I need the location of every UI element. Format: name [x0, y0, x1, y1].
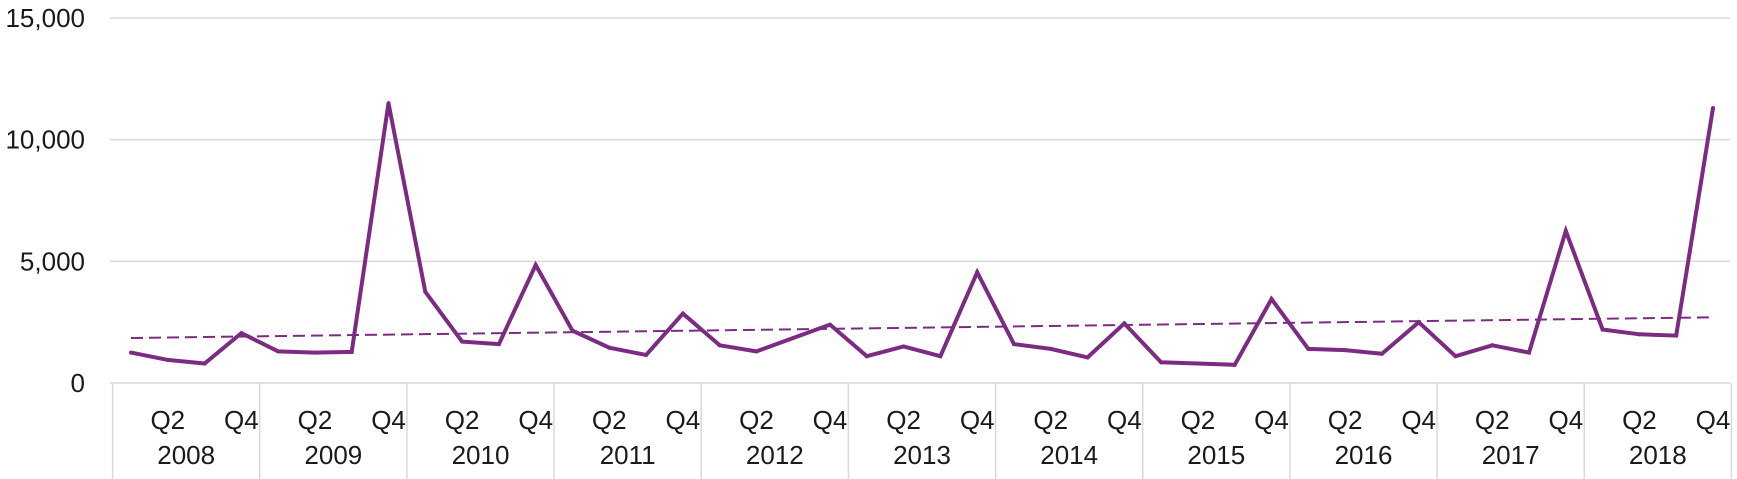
data-point — [1563, 228, 1568, 233]
data-point — [202, 361, 207, 366]
data-point — [1122, 321, 1127, 326]
quarter-label: Q4 — [1696, 405, 1731, 435]
data-point — [1600, 327, 1605, 332]
data-point — [1195, 361, 1200, 366]
series-group — [129, 101, 1715, 367]
data-point — [1232, 362, 1237, 367]
year-label: 2009 — [304, 440, 362, 470]
data-point — [1159, 360, 1164, 365]
trendline — [130, 316, 1714, 339]
x-axis: Q2 Q4 2008 Q2 Q4 2009 Q2 Q4 2010 Q2 Q4 2011 Q2 Q4 2012… — [111, 383, 1733, 479]
quarter-label: Q2 — [886, 405, 921, 435]
quarter-label: Q2 — [1181, 405, 1216, 435]
data-point — [1085, 355, 1090, 360]
data-point — [975, 270, 980, 275]
y-axis-ticks: 0 5,000 10,000 15,000 — [5, 3, 85, 398]
data-point — [386, 101, 391, 106]
data-point — [533, 262, 538, 267]
quarter-label: Q2 — [1475, 405, 1510, 435]
quarter-label: Q4 — [1107, 405, 1142, 435]
data-point — [1379, 351, 1384, 356]
data-point — [1711, 106, 1715, 111]
data-point — [1011, 342, 1016, 347]
quarter-label: Q4 — [666, 405, 701, 435]
data-point — [644, 353, 649, 358]
year-label: 2013 — [893, 440, 951, 470]
year-label: 2011 — [600, 440, 656, 470]
data-point — [1674, 333, 1679, 338]
data-point — [717, 343, 722, 348]
data-point — [828, 322, 833, 327]
data-point — [349, 349, 354, 354]
data-point — [570, 328, 575, 333]
data-point — [1269, 297, 1274, 302]
data-point — [423, 289, 428, 294]
year-label: 2016 — [1335, 440, 1393, 470]
data-point — [1048, 346, 1053, 351]
y-tick-label: 0 — [71, 368, 85, 398]
quarter-label: Q2 — [1622, 405, 1657, 435]
data-point — [129, 350, 133, 355]
year-label: 2008 — [157, 440, 215, 470]
data-point — [1306, 346, 1311, 351]
quarter-label: Q4 — [1548, 405, 1583, 435]
data-point — [938, 354, 943, 359]
quarter-label: Q4 — [1254, 405, 1289, 435]
quarter-label: Q2 — [1033, 405, 1068, 435]
quarter-label: Q4 — [813, 405, 848, 435]
gridlines — [110, 17, 1730, 384]
year-label: 2015 — [1187, 440, 1245, 470]
data-point — [864, 354, 869, 359]
data-point — [1490, 343, 1495, 348]
data-point — [1453, 354, 1458, 359]
year-label: 2018 — [1629, 440, 1687, 470]
data-point — [276, 349, 281, 354]
quarter-label: Q2 — [739, 405, 774, 435]
y-tick-label: 15,000 — [5, 3, 85, 33]
data-point — [1637, 332, 1642, 337]
y-tick-label: 10,000 — [5, 125, 85, 155]
data-point — [1343, 348, 1348, 353]
quarter-label: Q2 — [445, 405, 480, 435]
data-point — [901, 344, 906, 349]
data-point — [754, 349, 759, 354]
data-point — [1527, 350, 1532, 355]
quarter-label: Q4 — [224, 405, 259, 435]
trendline-group — [130, 316, 1714, 339]
quarter-label: Q4 — [1401, 405, 1436, 435]
data-point — [791, 335, 796, 340]
data-point — [165, 357, 170, 362]
quarter-label: Q2 — [1328, 405, 1363, 435]
quarter-label: Q2 — [592, 405, 627, 435]
data-point — [312, 350, 317, 355]
y-tick-label: 5,000 — [20, 246, 85, 276]
data-point — [460, 339, 465, 344]
series-line — [130, 102, 1715, 367]
year-label: 2017 — [1482, 440, 1540, 470]
year-label: 2012 — [746, 440, 804, 470]
quarter-label: Q2 — [150, 405, 185, 435]
quarter-label: Q2 — [298, 405, 333, 435]
year-label: 2014 — [1040, 440, 1098, 470]
data-point — [680, 311, 685, 316]
data-point — [239, 331, 244, 336]
data-point — [496, 342, 501, 347]
data-point — [607, 345, 612, 350]
quarter-label: Q4 — [371, 405, 406, 435]
data-point — [1416, 320, 1421, 325]
quarter-label: Q4 — [518, 405, 553, 435]
year-label: 2010 — [452, 440, 510, 470]
quarter-label: Q4 — [960, 405, 995, 435]
